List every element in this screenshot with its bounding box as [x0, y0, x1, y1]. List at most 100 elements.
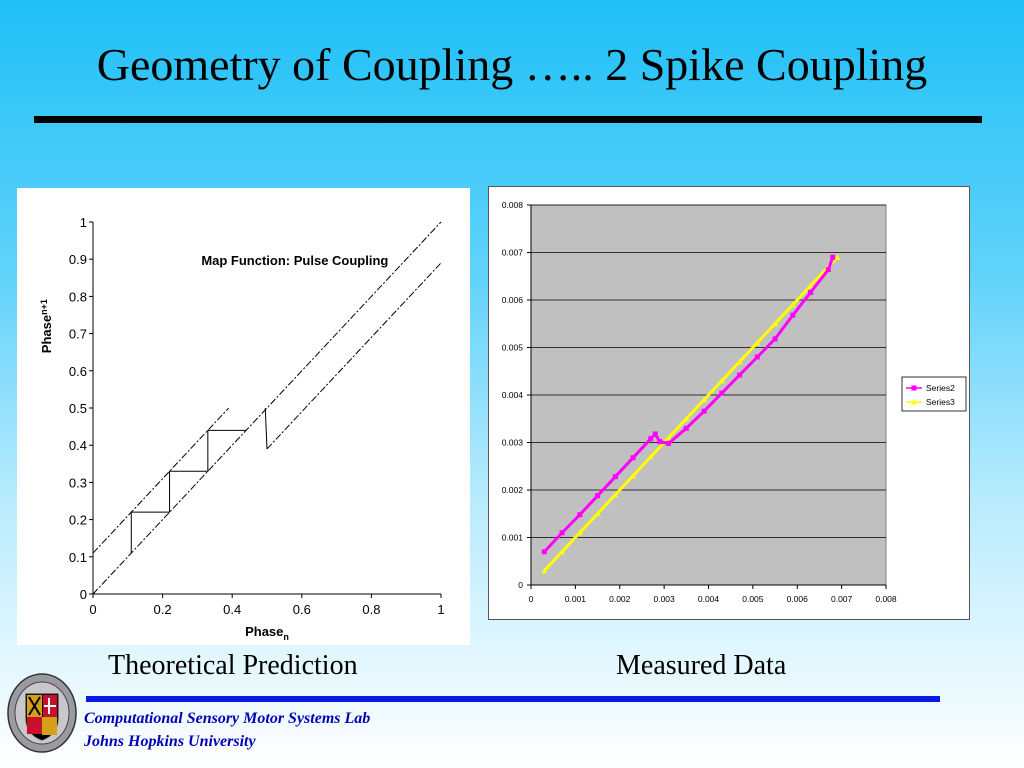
y-tick-label: 0.3: [69, 475, 87, 490]
y-tick-label: 0.001: [502, 533, 524, 543]
x-tick-label: 0.6: [293, 602, 311, 617]
series2-point: [577, 512, 583, 518]
series3-point: [683, 415, 690, 422]
series-trace-series2: [543, 256, 835, 553]
x-axis-label-subscript: n: [283, 632, 289, 642]
map-segment-1: [92, 407, 230, 554]
y-tick-label: 0.8: [69, 289, 87, 304]
footer-lab-name: Computational Sensory Motor Systems Lab: [84, 710, 371, 727]
x-tick-label: 0.2: [154, 602, 172, 617]
series3-point: [834, 254, 841, 260]
y-tick-label: 0.6: [69, 364, 87, 379]
series3-point: [541, 567, 548, 574]
series2-point: [652, 431, 658, 437]
x-tick-label: 0.002: [609, 594, 631, 604]
series3-point: [789, 301, 796, 308]
map-jump: [264, 407, 268, 449]
series2-point: [595, 493, 601, 499]
y-tick-label: 0.9: [69, 252, 87, 267]
x-tick-label: 0.8: [362, 602, 380, 617]
series3-point: [718, 377, 725, 384]
series2-point: [630, 455, 636, 461]
series3-point: [594, 510, 601, 517]
legend-label: Series2: [926, 383, 955, 393]
series3-point: [612, 491, 619, 498]
y-tick-label: 0.7: [69, 327, 87, 342]
y-axis-label: Phasen+1: [39, 299, 54, 353]
series2-point: [541, 549, 547, 555]
series2-point: [666, 440, 672, 446]
series3-point: [576, 529, 583, 536]
series3-point: [665, 434, 672, 441]
footer-divider: [86, 696, 940, 702]
legend-marker: [911, 385, 917, 391]
series2-point: [808, 289, 814, 295]
series2-point: [701, 408, 707, 414]
x-tick-label: 0.003: [653, 594, 675, 604]
series2-point: [737, 372, 743, 378]
y-tick-label: 0.003: [502, 438, 524, 448]
map-function-plot: 0 0.1 0.2 0.3 0.4 0.5 0.6 0.7 0.8 0.9 1 0 0.2 0.4 0.6 0…: [39, 215, 445, 642]
caption-theoretical: Theoretical Prediction: [108, 650, 358, 681]
y-tick-label: 0.005: [502, 343, 524, 353]
series2-point: [830, 254, 836, 260]
y-tick-label: 0.5: [69, 401, 87, 416]
theoretical-map-chart: 0 0.1 0.2 0.3 0.4 0.5 0.6 0.7 0.8 0.9 1 0 0.2 0.4 0.6 0…: [17, 188, 470, 645]
x-tick-label: 0.005: [742, 594, 764, 604]
y-tick-label: 0.007: [502, 248, 524, 258]
y-axis-label-subscript: n+1: [39, 299, 49, 315]
legend-label: Series3: [926, 397, 955, 407]
series3-point: [559, 548, 566, 555]
series2-point: [754, 354, 760, 360]
series2-point: [657, 439, 663, 445]
title-divider: [34, 116, 982, 123]
series2-point: [683, 425, 689, 431]
measured-data-chart: 0 0.001 0.002 0.003 0.004 0.005 0.006 0.007 0.00…: [488, 186, 970, 620]
cobweb-path: [130, 429, 247, 554]
y-tick-label: 0.002: [502, 485, 524, 495]
series2-point: [790, 312, 796, 318]
y-tick-label: 0: [80, 587, 87, 602]
y-tick-label: 0.008: [502, 200, 524, 210]
footer-university: Johns Hopkins University: [84, 733, 256, 750]
x-axis-label: Phasen: [245, 624, 289, 642]
series3-point: [754, 339, 761, 346]
x-tick-label: 0.007: [831, 594, 853, 604]
x-tick-label: 0.006: [787, 594, 809, 604]
series2-point: [612, 474, 618, 480]
y-tick-label: 0.006: [502, 295, 524, 305]
identity-line: [92, 221, 442, 595]
measured-scatter-plot: 0 0.001 0.002 0.003 0.004 0.005 0.006 0.007 0.00…: [502, 200, 967, 604]
series2-point: [559, 530, 565, 536]
x-tick-label: 0.001: [565, 594, 587, 604]
series3-point: [807, 282, 814, 289]
x-tick-label: 0.004: [698, 594, 720, 604]
y-tick-label: 1: [80, 215, 87, 230]
slide-title: Geometry of Coupling ….. 2 Spike Couplin…: [96, 39, 928, 90]
x-tick-label: 0: [89, 602, 96, 617]
caption-measured: Measured Data: [616, 650, 787, 681]
series3-point: [630, 472, 637, 479]
map-chart-title: Map Function: Pulse Coupling: [201, 253, 388, 268]
series3-point: [736, 358, 743, 365]
series3-point: [772, 320, 779, 327]
legend-marker: [911, 399, 917, 405]
x-tick-label: 0.4: [223, 602, 241, 617]
university-seal-icon: [6, 672, 78, 754]
x-tick-label: 1: [437, 602, 444, 617]
y-tick-label: 0.4: [69, 438, 87, 453]
legend-box: [901, 376, 967, 412]
x-tick-label: 0: [529, 594, 534, 604]
y-tick-label: 0: [518, 580, 523, 590]
series2-point: [772, 336, 778, 342]
map-segment-2: [266, 262, 442, 450]
y-tick-label: 0.1: [69, 550, 87, 565]
x-tick-label: 0.008: [875, 594, 897, 604]
series3-point: [647, 453, 654, 460]
y-tick-label: 0.2: [69, 513, 87, 528]
series2-point: [825, 267, 831, 273]
series2-point: [648, 436, 654, 442]
series3-point: [701, 396, 708, 403]
series-trace-series3: [543, 256, 839, 572]
y-tick-label: 0.004: [502, 390, 524, 400]
